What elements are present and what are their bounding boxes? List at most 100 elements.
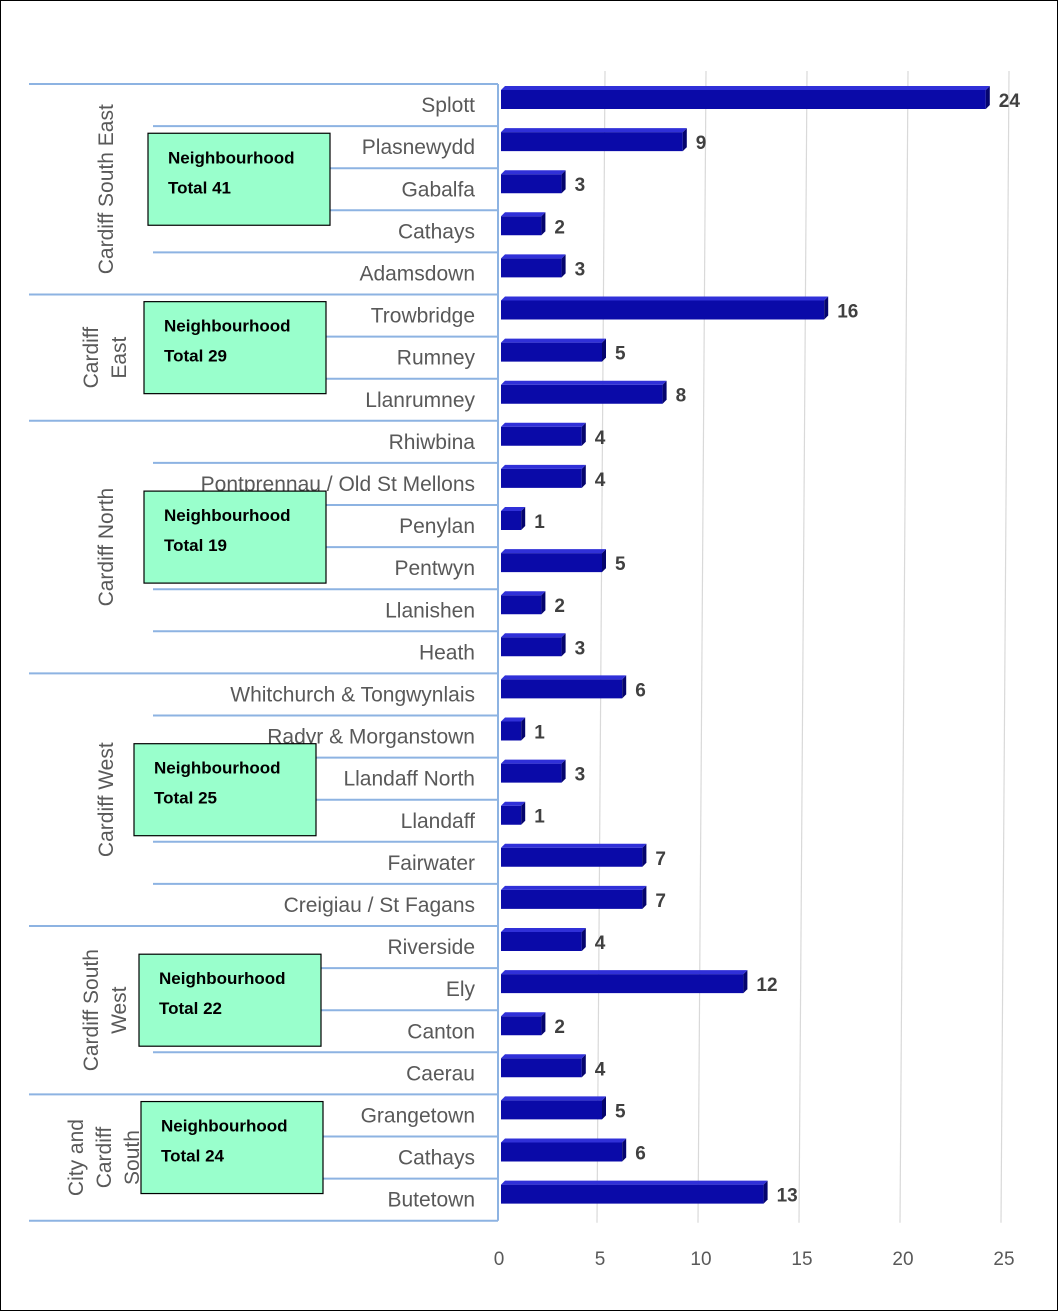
bar	[501, 1142, 623, 1162]
data-label: 1	[534, 807, 545, 828]
bar-side	[763, 1180, 768, 1204]
bar	[501, 132, 683, 152]
bar-side	[521, 717, 526, 741]
bar	[501, 174, 562, 194]
bar-side	[682, 128, 687, 152]
bar	[501, 721, 522, 741]
bar-side	[642, 843, 647, 867]
category-label: Creigiau / St Fagans	[284, 894, 475, 917]
category-label: Cathays	[398, 220, 475, 243]
neighbourhood-total-box	[143, 301, 327, 395]
group-label: Cardiff East	[80, 327, 131, 389]
data-label: 3	[575, 175, 586, 196]
x-tick-label: 10	[690, 1249, 711, 1270]
bar-top	[501, 801, 526, 806]
data-label: 5	[615, 1101, 626, 1122]
bar-top	[501, 633, 566, 638]
category-label: Fairwater	[387, 852, 475, 875]
bar	[501, 1184, 764, 1204]
category-label: Rhiwbina	[389, 431, 476, 454]
bar-top	[501, 254, 566, 259]
data-label: 5	[615, 344, 626, 365]
bar-top	[501, 1054, 586, 1059]
gridline	[596, 70, 606, 1223]
bar-side	[581, 422, 586, 446]
bar-side	[561, 170, 566, 194]
neighbourhood-total-text: Neighbourhood	[154, 759, 281, 778]
bar-side	[622, 675, 627, 699]
bar-side	[743, 970, 748, 994]
neighbourhood-total-box	[147, 132, 331, 226]
group-label-line: City and	[65, 1119, 88, 1196]
bar-side	[581, 464, 586, 488]
category-label: Llanrumney	[365, 389, 475, 412]
bar-side	[602, 338, 606, 362]
gridline	[697, 70, 707, 1223]
data-label: 1	[534, 723, 545, 744]
bar	[501, 763, 562, 783]
bar	[501, 258, 562, 278]
group-label-line: Cardiff South	[80, 949, 103, 1071]
category-label: Butetown	[387, 1189, 475, 1212]
bar	[501, 679, 623, 699]
neighbourhood-total-box	[138, 953, 322, 1047]
neighbourhood-total-text: Total 24	[161, 1147, 225, 1166]
data-label: 1	[534, 512, 545, 533]
data-label: 24	[999, 91, 1021, 112]
bar-top	[501, 885, 647, 890]
bar-top	[501, 970, 748, 975]
bar-top	[501, 591, 546, 596]
x-tick-label: 25	[993, 1249, 1014, 1270]
data-label: 8	[676, 386, 687, 407]
category-label: Riverside	[387, 936, 475, 959]
data-label: 2	[554, 217, 565, 238]
data-label: 5	[615, 554, 626, 575]
bar	[501, 889, 643, 909]
bar	[501, 90, 986, 109]
group-label: Cardiff North	[95, 488, 118, 607]
data-label: 2	[554, 596, 565, 617]
bar-side	[561, 759, 566, 783]
bar-top	[501, 338, 606, 343]
category-label: Whitchurch & Tongwynlais	[230, 683, 475, 706]
data-label: 16	[837, 302, 858, 323]
bar-top	[501, 1180, 768, 1185]
neighbourhood-total-text: Total 29	[164, 347, 227, 366]
bar	[501, 595, 542, 615]
bar	[501, 637, 562, 657]
bar-side	[581, 1054, 586, 1078]
data-label: 13	[777, 1186, 798, 1207]
bar-side	[642, 885, 647, 909]
category-label: Rumney	[397, 347, 476, 370]
bar-side	[602, 1096, 606, 1120]
data-label: 3	[575, 638, 586, 659]
category-label: Pentwyn	[394, 557, 475, 580]
category-label: Ely	[446, 978, 476, 1001]
bar	[501, 1058, 582, 1078]
bar-top	[501, 549, 606, 554]
x-tick-label: 15	[791, 1249, 812, 1270]
neighbourhood-total-box	[133, 743, 317, 837]
bar-side	[622, 1138, 627, 1162]
category-label: Penylan	[399, 515, 475, 538]
bar-top	[501, 464, 586, 469]
category-label: Canton	[407, 1020, 475, 1043]
group-label: Cardiff South West	[80, 949, 131, 1071]
data-label: 3	[575, 259, 586, 280]
neighbourhood-total-text: Total 25	[154, 789, 217, 808]
data-label: 9	[696, 133, 707, 154]
bar-side	[541, 212, 546, 236]
bar	[501, 468, 582, 488]
x-tick-label: 0	[494, 1249, 505, 1270]
bar	[501, 1100, 602, 1120]
group-label-line: Cardiff South East	[95, 104, 118, 274]
data-label: 12	[756, 975, 777, 996]
gridline	[798, 70, 808, 1223]
bar-top	[501, 128, 687, 133]
group-label-line: Cardiff	[93, 1127, 116, 1189]
group-label: City and Cardiff South	[65, 1119, 144, 1196]
bar	[501, 932, 582, 951]
bar-top	[501, 170, 566, 175]
bar	[501, 342, 602, 362]
bar	[501, 974, 744, 994]
